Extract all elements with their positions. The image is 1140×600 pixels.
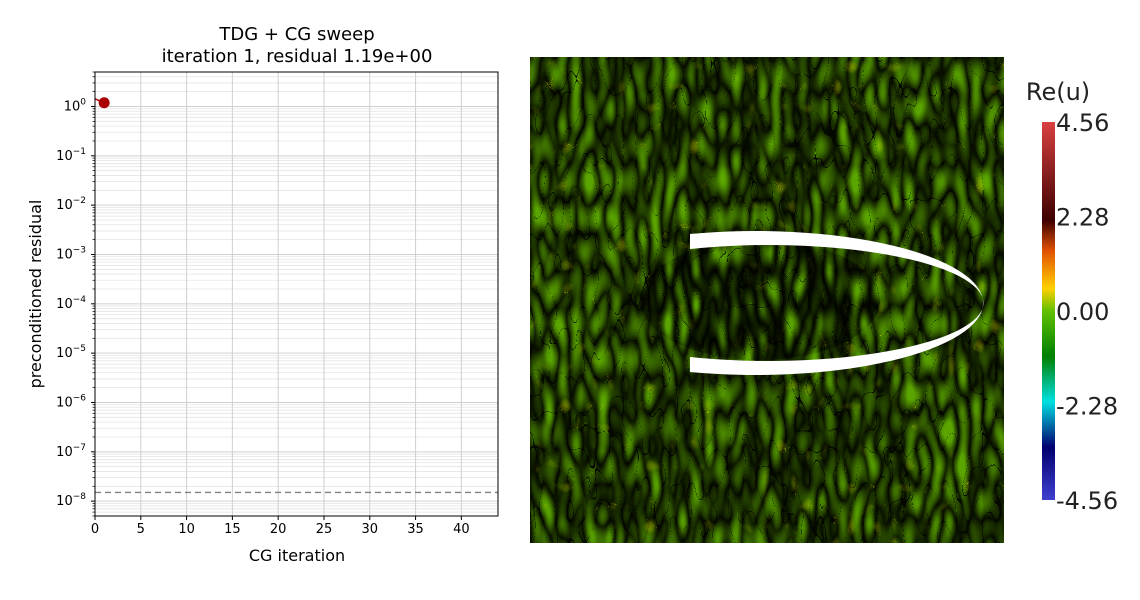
colorbar-tick-label: 4.56 bbox=[1056, 109, 1109, 137]
chart-title: TDG + CG sweep bbox=[218, 24, 374, 45]
wavefield-image bbox=[530, 57, 1004, 543]
x-tick-label: 10 bbox=[178, 522, 195, 537]
y-tick-label: 100 bbox=[64, 97, 87, 114]
colorbar-gradient bbox=[1042, 122, 1055, 500]
x-tick-label: 20 bbox=[270, 522, 287, 537]
x-tick-label: 30 bbox=[361, 522, 378, 537]
plot-frame bbox=[94, 71, 499, 517]
colorbar-tick-label: -2.28 bbox=[1056, 393, 1118, 421]
x-axis-label: CG iteration bbox=[249, 546, 345, 565]
x-tick-label: 35 bbox=[407, 522, 424, 537]
x-tick-label: 0 bbox=[91, 522, 99, 537]
colorbar-tick-label: -4.56 bbox=[1056, 487, 1118, 515]
colorbar-tick-label: 2.28 bbox=[1056, 204, 1109, 232]
y-tick-label: 10−7 bbox=[56, 443, 86, 460]
wavefield-heatmap bbox=[530, 57, 1004, 543]
y-axis-label: preconditioned residual bbox=[26, 200, 45, 389]
colorbar-tick-label: 0.00 bbox=[1056, 298, 1109, 326]
y-tick-label: 10−4 bbox=[56, 295, 86, 312]
y-tick-label: 10−1 bbox=[56, 147, 86, 164]
y-tick-label: 10−8 bbox=[56, 492, 86, 509]
scatterer-crescent bbox=[690, 230, 984, 375]
x-tick-label: 5 bbox=[137, 522, 145, 537]
x-tick-label: 40 bbox=[453, 522, 470, 537]
chart-subtitle: iteration 1, residual 1.19e+00 bbox=[162, 46, 433, 67]
colorbar-title: Re(u) bbox=[1026, 78, 1090, 106]
residual-line bbox=[94, 98, 105, 104]
y-tick-label: 10−6 bbox=[56, 393, 86, 410]
x-tick-label: 25 bbox=[316, 522, 333, 537]
y-tick-label: 10−5 bbox=[56, 344, 86, 361]
convergence-plot: TDG + CG sweep iteration 1, residual 1.1… bbox=[26, 24, 499, 565]
colorbar: Re(u) 4.56 2.28 0.00 -2.28 -4.56 bbox=[1026, 78, 1118, 515]
y-tick-label: 10−2 bbox=[56, 196, 86, 213]
x-tick-label: 15 bbox=[224, 522, 241, 537]
y-tick-label: 10−3 bbox=[56, 245, 86, 262]
